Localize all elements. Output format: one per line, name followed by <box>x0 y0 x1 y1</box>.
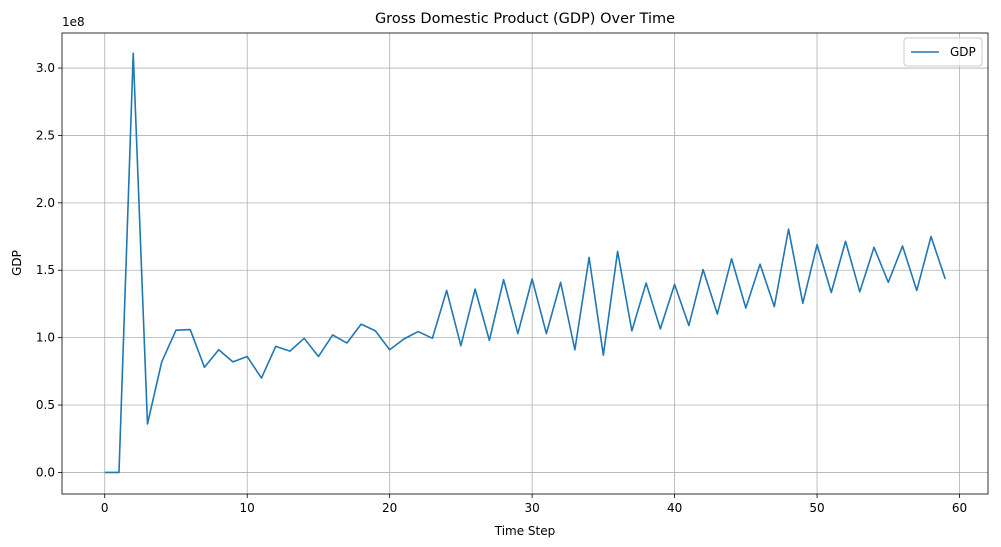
y-tick-label: 0.5 <box>36 398 55 412</box>
legend: GDP <box>903 37 983 67</box>
y-tick-label: 3.0 <box>36 61 55 75</box>
series-line-gdp <box>104 52 947 474</box>
y-tick-label: 2.5 <box>36 128 55 142</box>
x-tick-label: 30 <box>524 501 539 515</box>
x-tick-label: 10 <box>240 501 255 515</box>
plot-frame <box>61 32 989 495</box>
x-tick-label: 60 <box>952 501 967 515</box>
x-tick-label: 20 <box>382 501 397 515</box>
x-axis-title: Time Step <box>494 524 556 538</box>
y-tick-label: 2.0 <box>36 196 55 210</box>
x-tick-label: 0 <box>101 501 109 515</box>
legend-box <box>903 37 983 67</box>
y-axis-ticks: 0.0 0.5 1.0 1.5 2.0 2.5 3.0 <box>36 61 62 479</box>
grid-lines <box>62 33 988 494</box>
chart-title: Gross Domestic Product (GDP) Over Time <box>375 11 675 27</box>
y-tick-label: 1.0 <box>36 331 55 345</box>
y-axis-title: GDP <box>10 250 24 276</box>
x-tick-label: 40 <box>667 501 682 515</box>
y-axis-offset-label: 1e8 <box>62 15 85 29</box>
series-layer <box>104 52 947 474</box>
x-axis-ticks: 0 10 20 30 40 50 60 <box>101 494 967 515</box>
legend-label-gdp: GDP <box>950 45 976 59</box>
y-tick-label: 0.0 <box>36 465 55 479</box>
x-tick-label: 50 <box>809 501 824 515</box>
y-tick-label: 1.5 <box>36 263 55 277</box>
plot-area <box>62 33 988 494</box>
